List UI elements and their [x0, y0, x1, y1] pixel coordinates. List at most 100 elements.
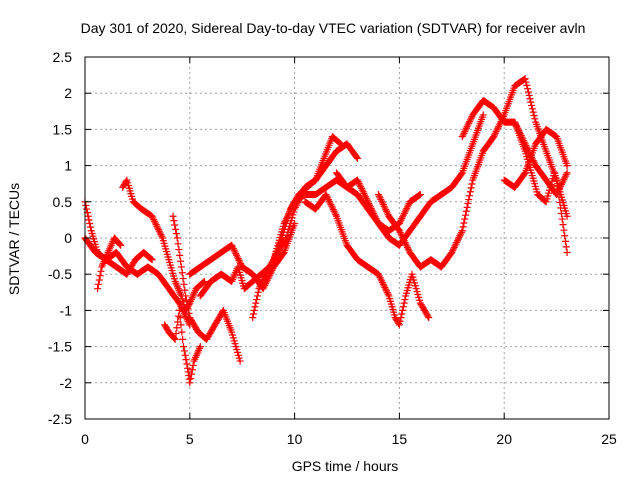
data-point — [399, 233, 407, 241]
data-point — [362, 193, 370, 201]
data-point — [169, 212, 177, 220]
data-point — [252, 299, 260, 307]
data-point — [403, 204, 411, 212]
data-point — [358, 186, 366, 194]
data-point — [379, 201, 387, 209]
y-tick-label: -1.5 — [48, 339, 72, 355]
data-point — [491, 129, 499, 137]
data-point — [156, 229, 164, 237]
data-point — [424, 312, 432, 320]
data-point — [369, 208, 377, 216]
data-points — [81, 75, 571, 387]
data-point — [380, 202, 388, 210]
x-axis-label: GPS time / hours — [292, 458, 399, 474]
data-point — [528, 105, 536, 113]
data-point — [457, 230, 465, 238]
data-point — [253, 296, 261, 304]
data-point — [449, 247, 457, 255]
y-tick-label: -0.5 — [48, 266, 72, 282]
data-point — [232, 250, 240, 258]
data-point — [250, 306, 258, 314]
x-tick-label: 10 — [287, 431, 303, 447]
y-tick-label: 2 — [64, 85, 72, 101]
data-point — [183, 301, 191, 309]
data-point — [495, 123, 503, 131]
series-arc-11 — [301, 191, 433, 329]
data-point — [147, 255, 155, 263]
y-tick-label: -2 — [60, 375, 73, 391]
data-point — [466, 192, 474, 200]
data-point — [281, 235, 289, 243]
data-point — [353, 176, 361, 184]
data-point — [236, 357, 244, 365]
data-point — [467, 184, 475, 192]
data-point — [383, 289, 391, 297]
data-point — [375, 192, 383, 200]
data-point — [184, 305, 192, 313]
data-point — [87, 223, 95, 231]
data-point — [361, 191, 369, 199]
data-point — [448, 248, 456, 256]
data-point — [249, 314, 257, 322]
data-point — [528, 101, 536, 109]
data-point — [522, 78, 530, 86]
data-point — [358, 184, 366, 192]
data-point — [181, 351, 189, 359]
data-point — [458, 227, 466, 235]
series-arc-6 — [169, 212, 244, 365]
y-tick-label: -1 — [60, 302, 73, 318]
data-point — [116, 240, 124, 248]
data-point — [269, 257, 277, 265]
data-point — [287, 204, 295, 212]
data-point — [479, 111, 487, 119]
data-point — [372, 215, 380, 223]
data-point — [359, 188, 367, 196]
data-point — [561, 237, 569, 245]
y-tick-label: -2.5 — [48, 411, 72, 427]
data-point — [457, 170, 465, 178]
data-point — [463, 123, 471, 131]
data-point — [559, 221, 567, 229]
data-point — [523, 81, 531, 89]
data-point — [524, 88, 532, 96]
data-point — [177, 263, 185, 271]
data-point — [251, 303, 259, 311]
chart-title: Day 301 of 2020, Sidereal Day-to-day VTE… — [81, 20, 586, 36]
data-point — [324, 196, 332, 204]
data-point — [367, 204, 375, 212]
data-point — [266, 271, 274, 279]
data-point — [322, 191, 330, 199]
data-point — [467, 114, 475, 122]
series-arc-15 — [500, 125, 571, 191]
y-axis-label: SDTVAR / TECUs — [6, 183, 22, 295]
data-point — [382, 285, 390, 293]
data-point — [383, 209, 391, 217]
data-point — [558, 215, 566, 223]
data-point — [397, 314, 405, 322]
data-point — [365, 199, 373, 207]
data-point — [354, 178, 362, 186]
data-point — [323, 192, 331, 200]
data-point — [280, 220, 288, 228]
data-point — [117, 241, 125, 249]
data-point — [464, 121, 472, 129]
data-point — [376, 194, 384, 202]
data-point — [562, 243, 570, 251]
data-point — [182, 296, 190, 304]
data-point — [383, 287, 391, 295]
data-point — [374, 191, 382, 199]
data-point — [229, 245, 237, 253]
data-point — [97, 267, 105, 275]
data-point — [400, 237, 408, 245]
data-point — [174, 240, 182, 248]
data-point — [459, 223, 467, 231]
data-point — [285, 209, 293, 217]
data-point — [559, 177, 567, 185]
data-point — [462, 126, 470, 134]
y-tick-label: 1.5 — [53, 121, 73, 137]
data-point — [384, 290, 392, 298]
series-arc-5 — [161, 306, 204, 387]
data-point — [398, 310, 406, 318]
data-point — [371, 213, 379, 221]
